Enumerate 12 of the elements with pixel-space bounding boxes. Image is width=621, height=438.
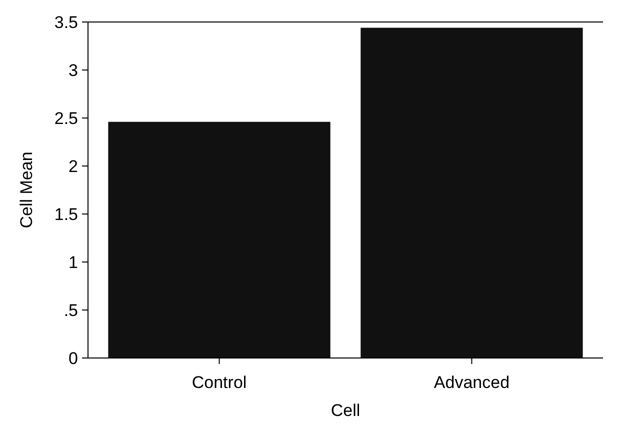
y-tick-label: 3.5 <box>54 12 78 32</box>
y-tick-label: 2.5 <box>54 108 78 128</box>
x-tick-label: Control <box>192 373 247 392</box>
x-axis-title: Cell <box>330 401 360 420</box>
y-tick-label: 0 <box>68 348 78 368</box>
y-tick-label: 3 <box>68 60 78 80</box>
y-tick-label: 1 <box>68 252 78 272</box>
y-axis-title: Cell Mean <box>17 152 36 228</box>
y-tick-label: 2 <box>68 156 78 176</box>
y-tick-label: .5 <box>64 300 78 320</box>
x-tick-label: Advanced <box>434 373 510 392</box>
y-tick-label: 1.5 <box>54 204 78 224</box>
